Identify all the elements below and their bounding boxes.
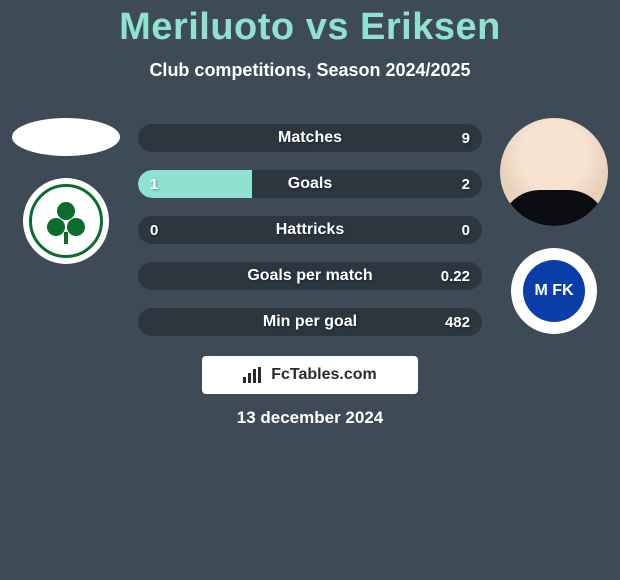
stat-bar: Goals per match0.22 xyxy=(138,262,482,290)
stat-bar: Matches9 xyxy=(138,124,482,152)
page-subtitle: Club competitions, Season 2024/2025 xyxy=(0,60,620,81)
stats-bars: Matches9 1Goals2 0Hattricks0 Goals per matc… xyxy=(138,124,482,336)
watermark: FcTables.com xyxy=(202,356,418,394)
stat-label: Goals xyxy=(138,175,482,193)
left-player-column xyxy=(8,118,124,264)
right-club-crest: M FK xyxy=(511,248,597,334)
molde-crest-icon: M FK xyxy=(523,260,585,322)
stat-label: Goals per match xyxy=(138,267,482,285)
shamrock-crest-icon xyxy=(47,202,85,240)
barchart-icon xyxy=(243,367,263,383)
right-player-avatar xyxy=(500,118,608,226)
left-player-avatar-placeholder xyxy=(12,118,120,156)
right-player-column: M FK xyxy=(496,118,612,334)
stat-label: Hattricks xyxy=(138,221,482,239)
page-title: Meriluoto vs Eriksen xyxy=(0,6,620,49)
stat-bar: 1Goals2 xyxy=(138,170,482,198)
stat-right-value: 482 xyxy=(445,314,470,331)
stat-bar: Min per goal482 xyxy=(138,308,482,336)
date-text: 13 december 2024 xyxy=(0,408,620,428)
stat-bar: 0Hattricks0 xyxy=(138,216,482,244)
stat-right-value: 0.22 xyxy=(441,268,470,285)
stat-label: Matches xyxy=(138,129,482,147)
stat-right-value: 0 xyxy=(462,222,470,239)
stat-label: Min per goal xyxy=(138,313,482,331)
molde-crest-text: M FK xyxy=(534,282,573,300)
left-club-crest xyxy=(23,178,109,264)
stat-right-value: 9 xyxy=(462,130,470,147)
stat-right-value: 2 xyxy=(462,176,470,193)
watermark-text: FcTables.com xyxy=(271,366,377,384)
